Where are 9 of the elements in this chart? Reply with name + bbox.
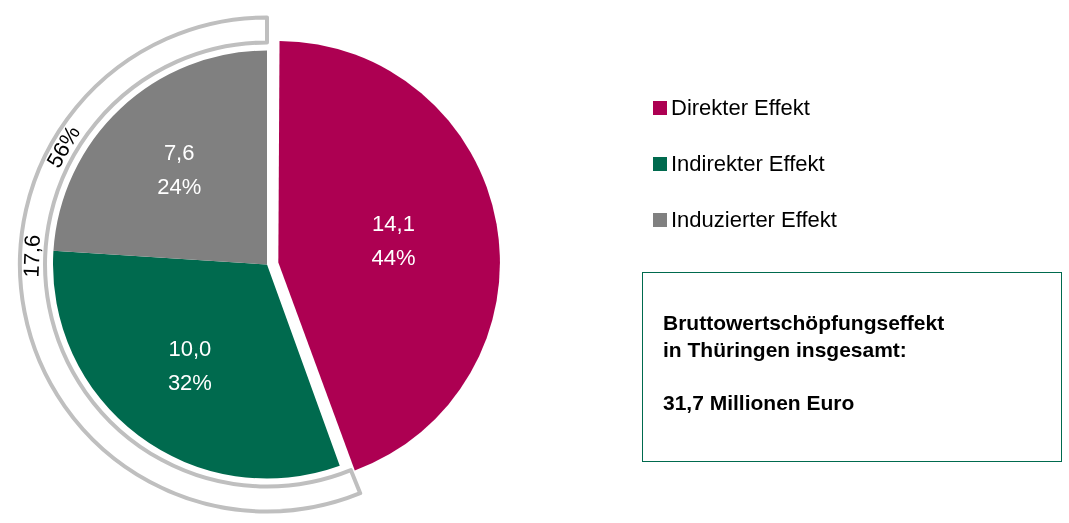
legend-label: Induzierter Effekt [671,207,837,233]
text: 31,7 Millionen Euro [663,390,856,416]
data-label: 7,6 24% [157,139,202,199]
legend-label: Indirekter Effekt [671,151,825,177]
text: 17,6 [18,234,45,278]
text: Bruttowertschöpfungseffekt in Thüringen insgesamt: [663,310,946,363]
data-label: 14,1 44% [371,211,416,271]
data-label: 10,0 32% [167,336,212,396]
legend-label: Direkter Effekt [671,95,810,121]
